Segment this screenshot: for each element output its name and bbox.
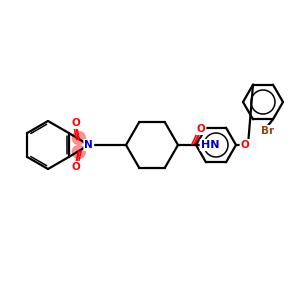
- Text: Br: Br: [261, 126, 274, 136]
- Ellipse shape: [72, 146, 85, 158]
- Text: HN: HN: [201, 140, 219, 150]
- Text: O: O: [71, 162, 80, 172]
- Ellipse shape: [72, 131, 85, 145]
- Text: O: O: [241, 140, 249, 150]
- Text: O: O: [196, 124, 206, 134]
- Text: N: N: [84, 140, 93, 150]
- Text: O: O: [196, 124, 206, 134]
- Text: O: O: [71, 118, 80, 128]
- Text: O: O: [71, 118, 80, 128]
- Text: N: N: [84, 140, 93, 150]
- Text: O: O: [241, 140, 249, 150]
- Text: O: O: [71, 162, 80, 172]
- Text: Br: Br: [261, 126, 274, 136]
- Text: HN: HN: [201, 140, 219, 150]
